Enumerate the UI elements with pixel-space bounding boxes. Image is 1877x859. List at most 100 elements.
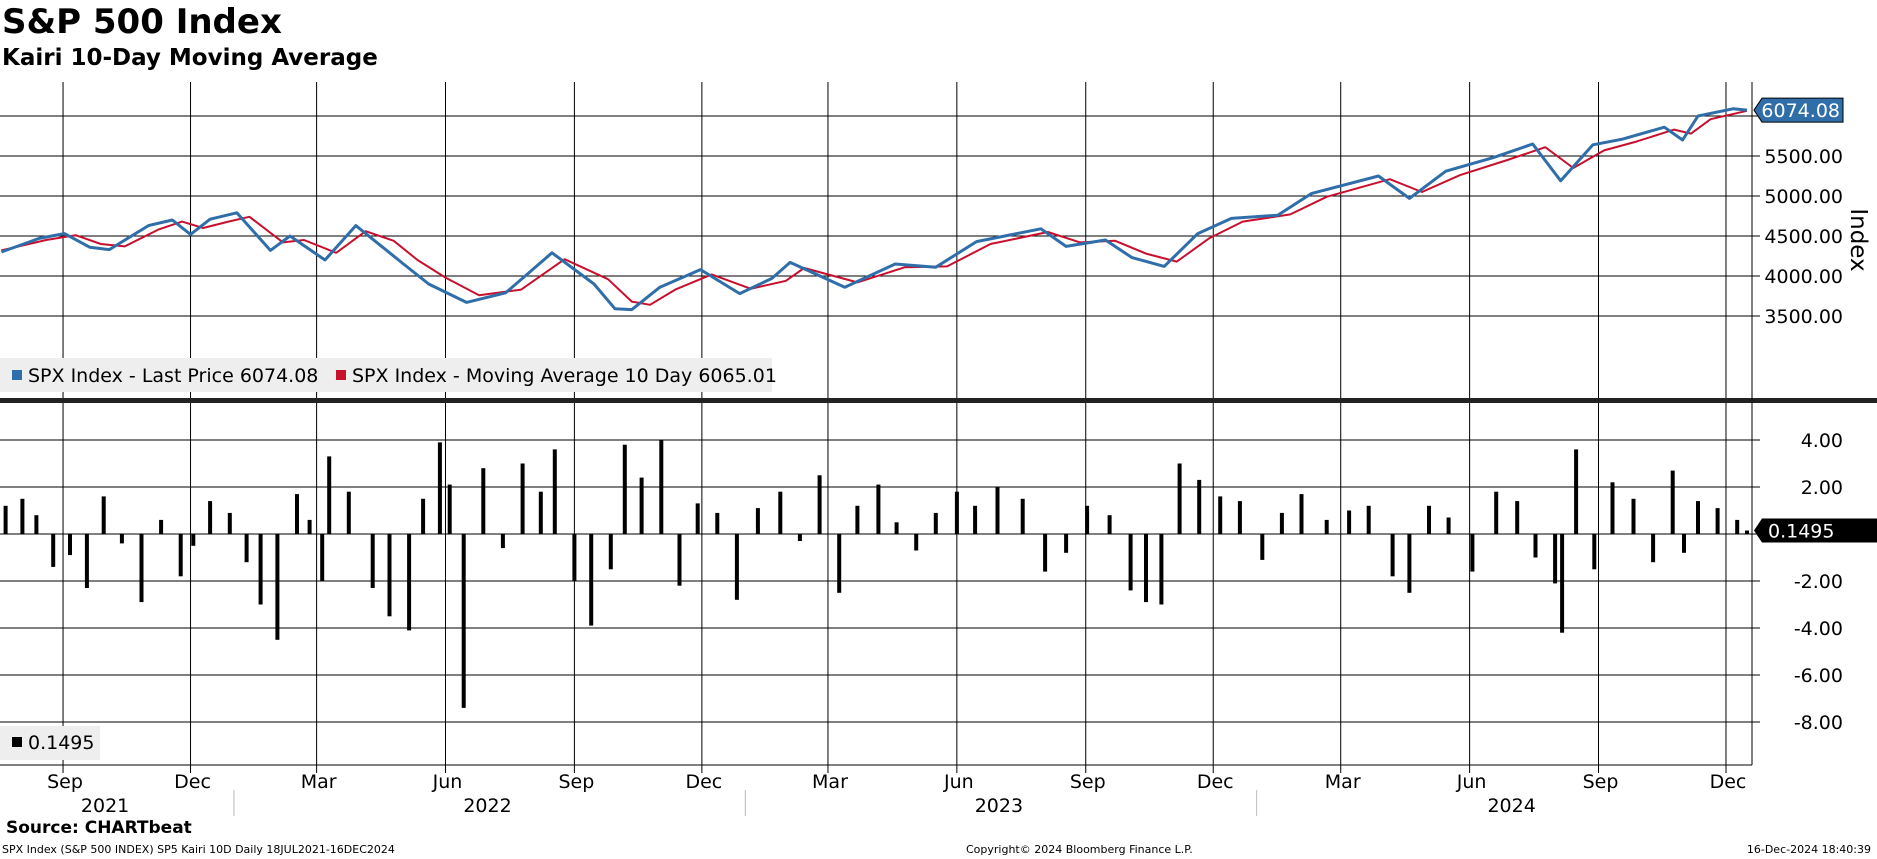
x-tick-label: Sep	[558, 771, 594, 793]
kairi-bar	[1631, 498, 1636, 535]
legend-bottom: 0.1495	[0, 726, 100, 760]
kairi-bar	[1427, 505, 1431, 534]
kairi-bar	[1715, 508, 1720, 534]
kairi-bar	[1279, 512, 1284, 534]
footer-copyright: Copyright© 2024 Bloomberg Finance L.P.	[966, 843, 1193, 856]
kairi-bar	[695, 503, 700, 534]
kairi-bar	[1560, 534, 1565, 633]
kairi-bar	[1144, 534, 1148, 603]
kairi-bar	[778, 491, 783, 534]
kairi-bar	[734, 534, 739, 600]
kairi-bar	[715, 512, 720, 534]
kairi-bar	[837, 534, 842, 593]
kairi-bar	[677, 534, 682, 586]
kairi-bar	[258, 534, 263, 605]
kairi-bar	[1237, 501, 1242, 534]
kairi-bar	[855, 505, 860, 534]
kairi-bar	[1260, 534, 1265, 560]
x-tick-label: Dec	[685, 771, 722, 793]
footer-timestamp: 16-Dec-2024 18:40:39	[1746, 843, 1871, 856]
kairi-bar	[370, 534, 375, 588]
x-tick-label: Jun	[432, 771, 463, 793]
kairi-bar	[876, 484, 881, 534]
kairi-bar	[1324, 519, 1329, 534]
x-tick-label: Jun	[943, 771, 974, 793]
x-year-label: 2023	[975, 795, 1023, 817]
y-tick-label: 5000.00	[1764, 186, 1843, 208]
y-tick-label: 3500.00	[1764, 306, 1843, 328]
kairi-bar	[1407, 534, 1412, 593]
kairi-bar	[387, 534, 392, 617]
x-tick-label: Mar	[301, 771, 337, 793]
kairi-bar	[320, 534, 325, 581]
kairi-bar	[1592, 534, 1597, 570]
chart-title: S&P 500 Index	[2, 2, 282, 42]
x-tick-label: Dec	[1710, 771, 1747, 793]
kairi-bar	[481, 468, 486, 534]
kairi-bar	[1159, 534, 1164, 605]
chart-subtitle: Kairi 10-Day Moving Average	[2, 45, 378, 71]
y-tick-label: -6.00	[1794, 665, 1843, 687]
kairi-bar	[659, 440, 664, 534]
kairi-bar	[101, 496, 106, 534]
kairi-bar	[894, 522, 899, 535]
kairi-bar	[295, 494, 299, 534]
kairi-bar	[1670, 470, 1675, 534]
legend-label-price: SPX Index - Last Price 6074.08	[28, 365, 318, 387]
y-tick-label: 2.00	[1801, 477, 1843, 499]
price-line	[0, 107, 1748, 312]
footer-series-info: SPX Index (S&P 500 INDEX) SP5 Kairi 10D …	[2, 843, 395, 856]
legend-swatch-price	[12, 370, 22, 380]
kairi-bar	[1446, 517, 1451, 534]
panel-separator	[0, 398, 1877, 403]
chart-canvas: 3500.00 4000.00 4500.00 5000.00 5500.00 Index…	[0, 82, 1877, 817]
kairi-bar	[3, 505, 8, 534]
kairi-bar	[244, 534, 249, 563]
legend-swatch-moving-average	[336, 370, 346, 380]
kairi-bar	[461, 534, 466, 708]
kairi-bar	[1197, 479, 1202, 534]
kairi-bar	[1020, 498, 1025, 535]
kairi-bar	[84, 534, 89, 588]
kairi-bar	[327, 456, 332, 534]
kairi-bar	[421, 498, 426, 535]
kairi-bar	[572, 534, 577, 581]
kairi-value-tag-label: 0.1495	[1768, 520, 1834, 542]
kairi-bar	[933, 512, 938, 534]
kairi-bar	[1085, 505, 1090, 534]
kairi-bar	[1696, 501, 1700, 534]
kairi-bar	[639, 477, 644, 534]
x-year-label: 2024	[1487, 795, 1535, 817]
x-year-label: 2022	[463, 795, 511, 817]
kairi-bar	[1347, 510, 1352, 534]
kairi-bar	[275, 534, 280, 640]
x-tick-label: Sep	[1070, 771, 1106, 793]
y-tick-label: -2.00	[1794, 571, 1843, 593]
x-tick-label: Jun	[1456, 771, 1487, 793]
kairi-bar	[119, 534, 124, 544]
kairi-bar	[552, 449, 557, 534]
kairi-bar	[755, 508, 760, 534]
kairi-bar	[159, 519, 164, 534]
kairi-bar	[520, 463, 525, 534]
kairi-bar	[1390, 534, 1395, 577]
kairi-bar	[1128, 534, 1133, 591]
kairi-bar	[1682, 534, 1686, 553]
kairi-bar	[914, 534, 919, 551]
x-tick-label: Dec	[174, 771, 211, 793]
kairi-bar	[1651, 534, 1656, 563]
kairi-bar	[1515, 501, 1520, 534]
kairi-bar	[995, 487, 1000, 534]
footer-source: Source: CHARTbeat	[6, 818, 192, 838]
kairi-bar	[1043, 534, 1048, 572]
x-tick-label: Mar	[812, 771, 848, 793]
x-tick-label: Sep	[47, 771, 83, 793]
kairi-bar	[1745, 530, 1749, 534]
legend-label-moving-average: SPX Index - Moving Average 10 Day 6065.0…	[352, 365, 777, 387]
kairi-bar	[307, 519, 312, 534]
kairi-bar	[1366, 505, 1371, 534]
legend-top: SPX Index - Last Price 6074.08 SPX Index …	[0, 358, 777, 392]
legend-swatch-kairi	[12, 737, 22, 747]
kairi-bar	[589, 534, 594, 626]
kairi-bar	[208, 501, 213, 534]
